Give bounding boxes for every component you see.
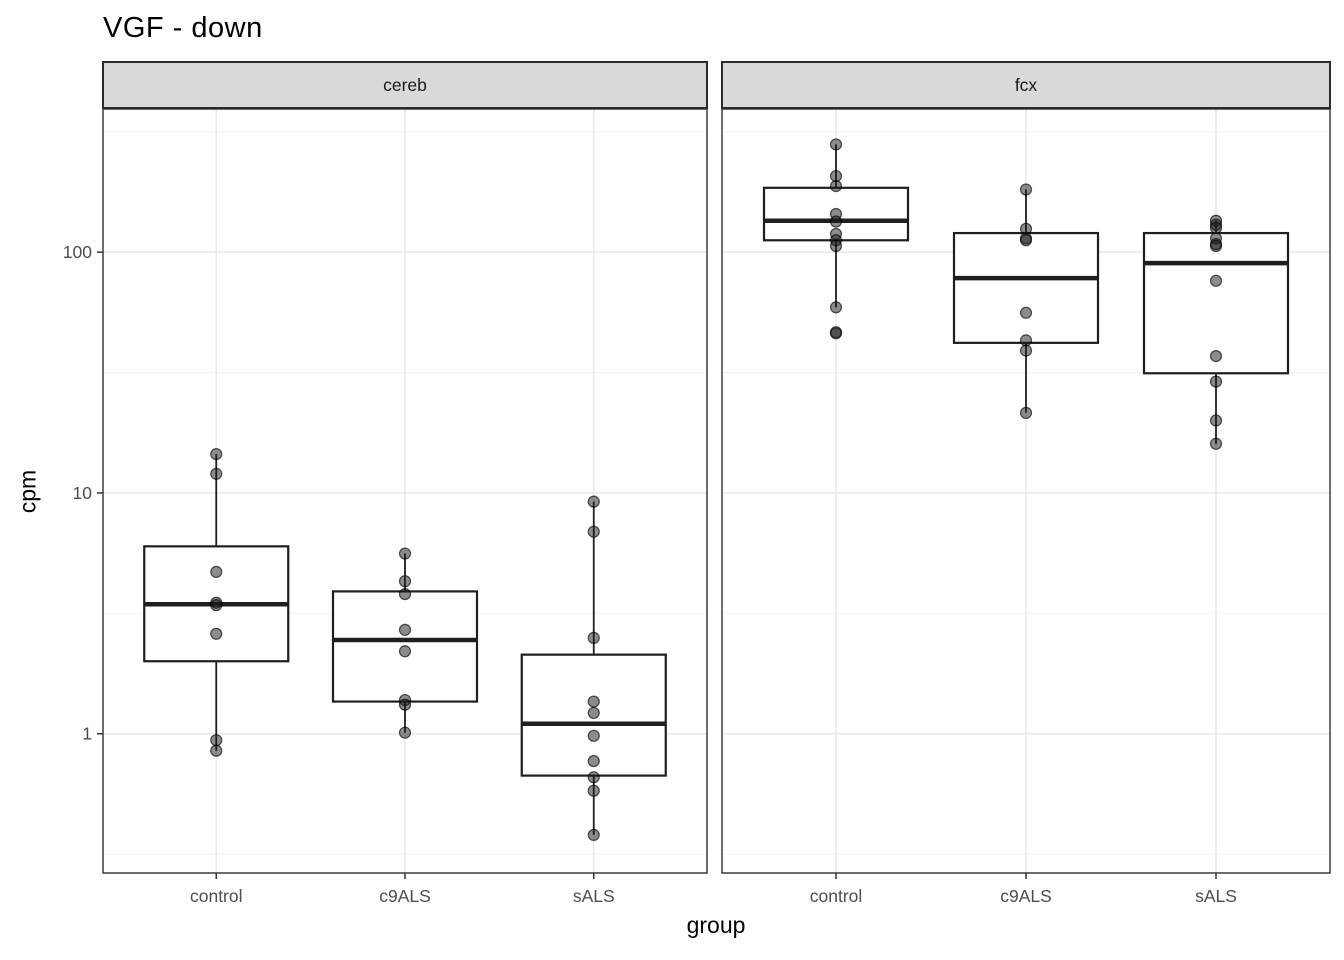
data-point <box>210 565 223 578</box>
data-point <box>398 623 412 636</box>
plot-title: VGF - down <box>103 12 263 44</box>
data-point <box>587 784 600 797</box>
x-tick-label: control <box>190 886 243 906</box>
data-point <box>587 729 600 742</box>
box-fcx-sALS <box>1142 231 1290 375</box>
box-fcx-c9ALS <box>952 231 1100 344</box>
data-point <box>1209 375 1223 388</box>
data-point <box>587 754 600 768</box>
facet-strip-cereb <box>102 61 708 109</box>
data-point <box>210 627 223 640</box>
data-point <box>587 828 600 842</box>
data-point <box>587 771 600 784</box>
data-point <box>1209 437 1223 450</box>
data-point <box>587 706 600 720</box>
data-point <box>210 744 223 757</box>
data-point <box>829 301 843 314</box>
facet-strip-label: cereb <box>383 75 427 95</box>
data-point <box>398 726 412 739</box>
data-point <box>587 525 600 538</box>
y-tick-label: 100 <box>63 242 92 262</box>
data-point <box>210 467 223 480</box>
facet-strip-label: fcx <box>1015 75 1038 95</box>
data-point <box>210 599 223 612</box>
data-point <box>1019 234 1033 247</box>
data-point <box>1019 306 1033 319</box>
data-point <box>587 495 600 508</box>
data-point <box>398 645 412 658</box>
data-point <box>1209 239 1223 253</box>
data-point <box>210 734 223 747</box>
data-point <box>210 447 223 461</box>
data-point <box>1019 183 1033 196</box>
x-tick-label: sALS <box>573 886 615 906</box>
x-tick-label: c9ALS <box>1000 886 1052 906</box>
data-point <box>398 588 412 601</box>
data-point <box>398 698 412 711</box>
x-tick-label: control <box>810 886 863 906</box>
data-point <box>829 180 843 193</box>
y-axis-title: cpm <box>14 469 41 514</box>
data-point <box>1019 334 1033 347</box>
x-axis-title: group <box>686 912 746 938</box>
data-point <box>829 169 843 183</box>
data-point <box>587 631 600 645</box>
data-point <box>829 327 843 340</box>
data-point <box>1209 274 1223 287</box>
y-tick-label: 1 <box>82 724 92 744</box>
data-point <box>1019 344 1033 357</box>
y-tick-label: 10 <box>73 483 93 503</box>
data-point <box>829 138 843 151</box>
x-tick-label: c9ALS <box>379 886 431 906</box>
data-point <box>829 215 843 228</box>
data-point <box>398 575 412 588</box>
data-point <box>587 695 600 708</box>
x-tick-label: sALS <box>1195 886 1237 906</box>
data-point <box>1209 350 1223 363</box>
facet-strip-fcx <box>721 61 1331 109</box>
data-point <box>829 239 843 253</box>
data-point <box>1209 414 1223 427</box>
data-point <box>398 547 412 560</box>
data-point <box>1019 406 1033 419</box>
data-point <box>1209 221 1223 235</box>
